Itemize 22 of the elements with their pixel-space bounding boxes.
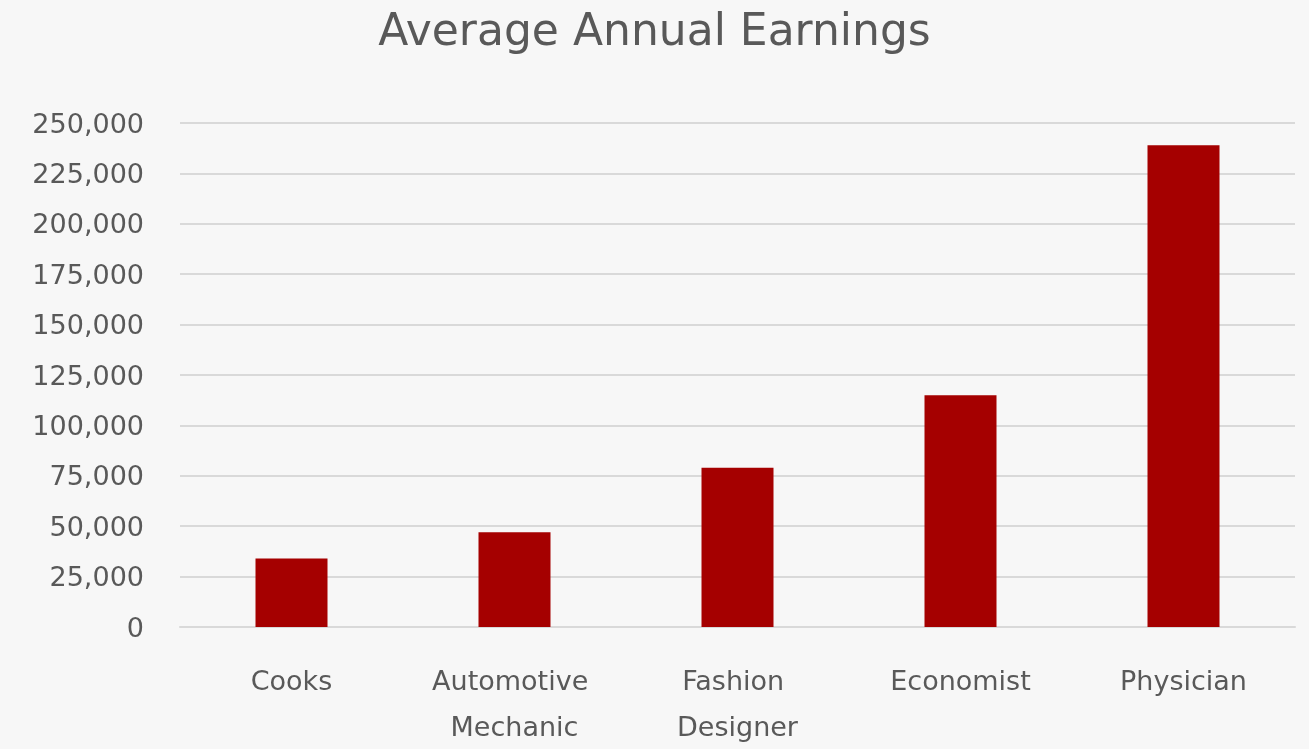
- y-tick-label: 0: [126, 611, 144, 643]
- x-tick-label: Fashion Designer: [677, 664, 799, 742]
- y-tick-label: 225,000: [32, 157, 144, 189]
- y-tick-label: 125,000: [32, 359, 144, 391]
- y-tick-label: 75,000: [49, 460, 144, 492]
- x-tick-label: Cooks: [250, 664, 333, 696]
- y-tick-label: 250,000: [32, 107, 144, 139]
- y-tick-label: 150,000: [32, 309, 144, 341]
- bar: [478, 532, 551, 627]
- y-tick-label: 200,000: [32, 208, 144, 240]
- bar: [255, 558, 328, 627]
- y-tick-label: 175,000: [32, 258, 144, 290]
- y-tick-label: 25,000: [49, 561, 144, 593]
- chart-title: Average Annual Earnings: [378, 3, 931, 55]
- y-tick-label: 100,000: [32, 409, 144, 441]
- bar: [924, 395, 997, 627]
- bar: [1147, 145, 1220, 627]
- x-tick-label: Physician: [1120, 664, 1247, 696]
- x-tick-label: Automotive Mechanic: [432, 664, 597, 742]
- x-tick-label: Economist: [890, 664, 1031, 696]
- y-tick-label: 50,000: [49, 510, 144, 542]
- bar: [701, 467, 774, 627]
